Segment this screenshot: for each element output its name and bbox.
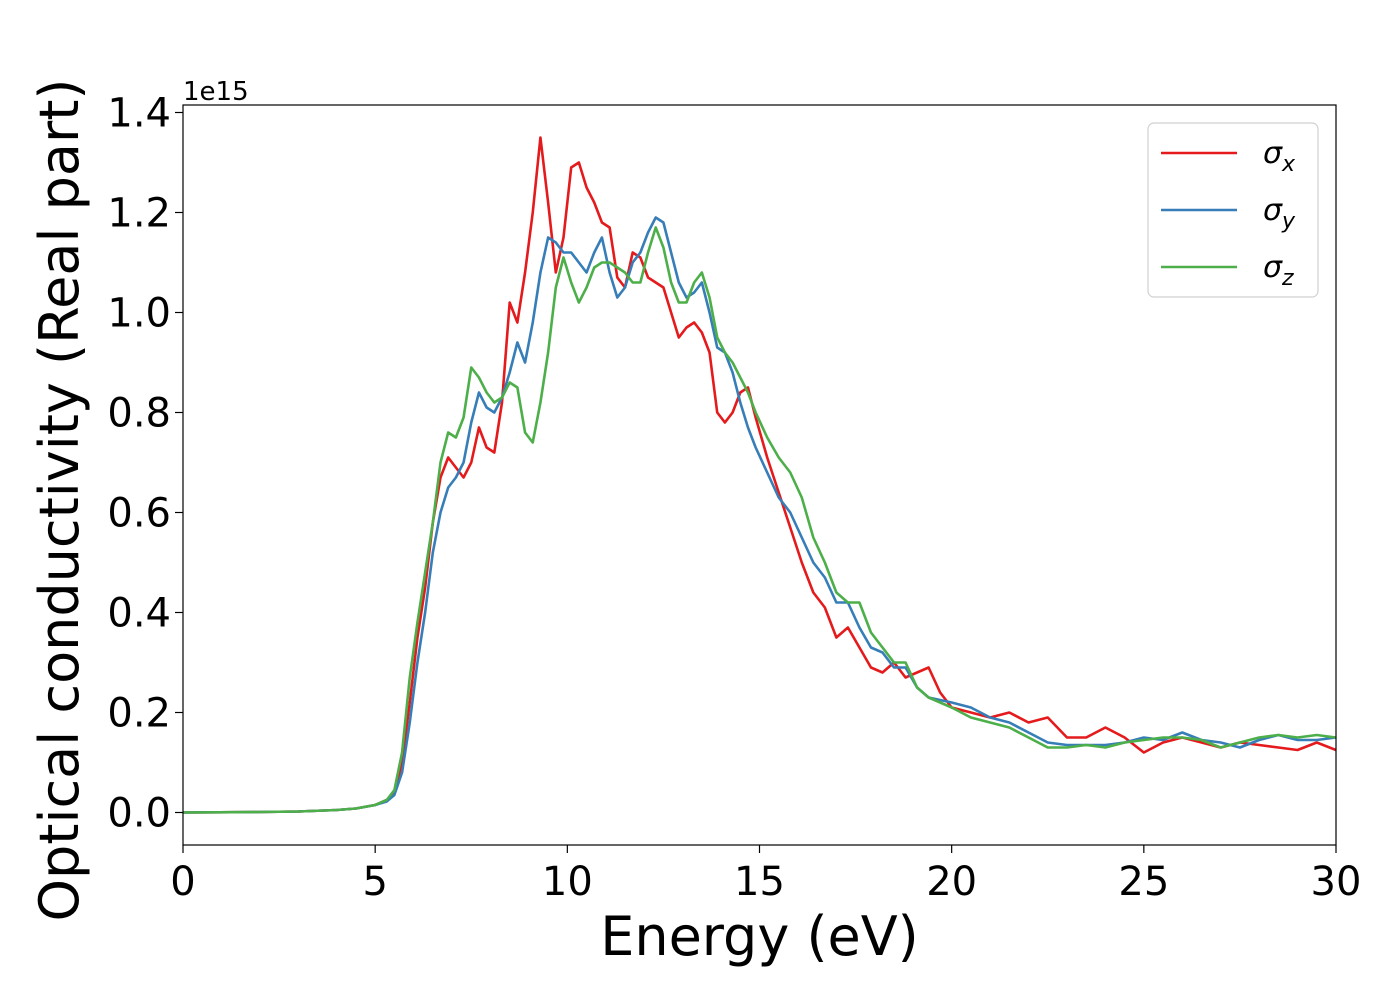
legend-label-x: σx	[1263, 136, 1296, 177]
y-axis-offset-label: 1e15	[183, 77, 249, 107]
x-tick-label: 5	[362, 859, 387, 905]
x-tick-label: 0	[170, 859, 195, 905]
series-layer	[183, 136, 1336, 814]
y-tick-label: 1.4	[107, 91, 171, 137]
y-tick-label: 1.2	[107, 191, 171, 237]
y-tick-label: 0.0	[107, 791, 171, 837]
x-axis: 0 5 10 15 20 25 30	[170, 845, 1361, 905]
legend-label-y: σy	[1263, 193, 1296, 234]
y-tick-label: 0.2	[107, 691, 171, 737]
x-tick-label: 20	[926, 859, 977, 905]
y-axis-title: Optical conductivity (Real part)	[28, 79, 91, 922]
x-tick-label: 10	[542, 859, 593, 905]
legend-label-z: σz	[1263, 250, 1294, 291]
y-tick-label: 0.4	[107, 591, 171, 637]
series-line-y	[183, 216, 1336, 814]
y-tick-label: 1.0	[107, 291, 171, 337]
series-line-z	[183, 226, 1336, 814]
x-tick-label: 30	[1311, 859, 1362, 905]
x-tick-label: 25	[1118, 859, 1169, 905]
y-axis: 0.0 0.2 0.4 0.6 0.8 1.0 1.2 1.4	[107, 91, 183, 837]
x-axis-title: Energy (eV)	[600, 905, 919, 968]
x-tick-label: 15	[734, 859, 785, 905]
series-line-x	[183, 136, 1336, 814]
legend: σx σy σz	[1147, 122, 1319, 298]
y-tick-label: 0.8	[107, 391, 171, 437]
y-tick-label: 0.6	[107, 491, 171, 537]
